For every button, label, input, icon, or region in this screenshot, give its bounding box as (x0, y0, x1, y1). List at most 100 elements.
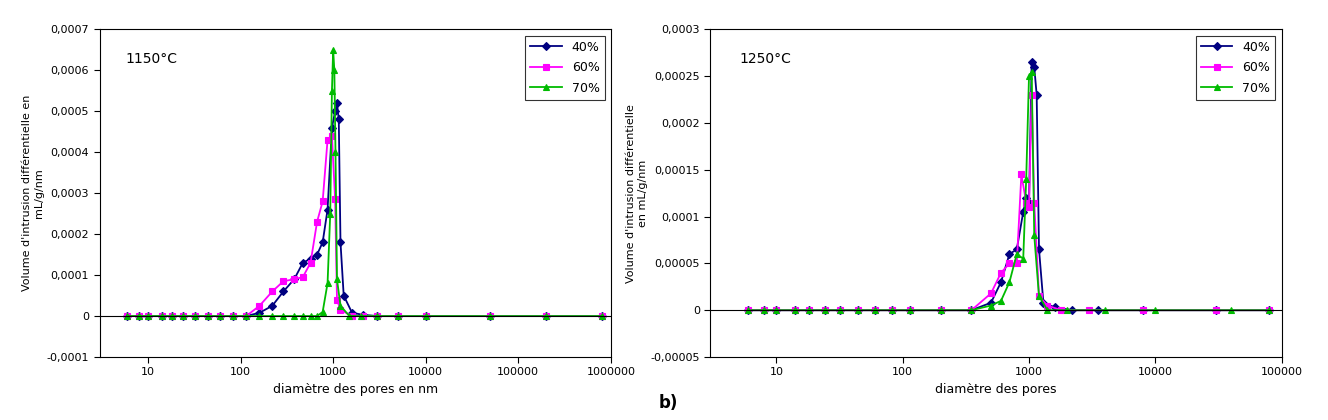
40% (369, 313, 385, 318)
60% (251, 303, 267, 308)
Line: 60%: 60% (125, 133, 604, 319)
40% (163, 313, 179, 318)
60% (355, 313, 371, 318)
60% (1262, 308, 1278, 313)
60% (1027, 200, 1042, 205)
40% (287, 277, 303, 282)
40% (1001, 252, 1017, 257)
60% (1031, 294, 1046, 299)
60% (287, 277, 303, 282)
40% (303, 256, 319, 261)
40% (1036, 300, 1052, 305)
70% (238, 313, 254, 318)
40% (833, 308, 849, 313)
Legend: 40%, 60%, 70%: 40%, 60%, 70% (526, 36, 604, 100)
40% (1262, 308, 1278, 313)
70% (264, 313, 280, 318)
70% (341, 313, 357, 318)
70% (594, 313, 610, 318)
70% (320, 281, 336, 286)
70% (212, 313, 228, 318)
70% (741, 308, 757, 313)
40% (769, 308, 785, 313)
40% (309, 252, 325, 257)
70% (817, 308, 833, 313)
70% (538, 313, 554, 318)
60% (1001, 261, 1017, 266)
70% (1262, 308, 1278, 313)
Text: b): b) (659, 394, 677, 412)
Line: 60%: 60% (746, 92, 1272, 313)
40% (154, 313, 170, 318)
40% (1016, 210, 1032, 215)
40% (336, 293, 352, 298)
60% (324, 133, 340, 138)
60% (769, 308, 785, 313)
40% (1046, 305, 1062, 310)
Legend: 40%, 60%, 70%: 40%, 60%, 70% (1197, 36, 1275, 100)
70% (983, 303, 999, 308)
40% (1064, 308, 1080, 313)
Y-axis label: Volume d'intrusion différentielle
en mL/g/nm: Volume d'intrusion différentielle en mL/… (627, 104, 648, 283)
70% (328, 150, 344, 155)
40% (355, 312, 371, 318)
70% (833, 308, 849, 313)
60% (1024, 92, 1040, 97)
60% (238, 313, 254, 318)
60% (932, 308, 948, 313)
60% (884, 308, 900, 313)
40% (120, 313, 135, 318)
40% (788, 308, 803, 313)
40% (275, 289, 291, 294)
70% (154, 313, 170, 318)
60% (1040, 303, 1056, 308)
40% (315, 240, 331, 245)
60% (344, 313, 360, 318)
40% (418, 313, 434, 318)
40% (594, 313, 610, 318)
70% (1021, 74, 1037, 79)
60% (139, 313, 155, 318)
40% (1090, 308, 1106, 313)
70% (1027, 233, 1042, 238)
70% (131, 313, 147, 318)
40% (932, 308, 948, 313)
60% (329, 297, 345, 302)
60% (369, 313, 385, 318)
70% (139, 313, 155, 318)
70% (275, 313, 291, 318)
Line: 70%: 70% (745, 68, 1272, 314)
40% (390, 313, 406, 318)
60% (163, 313, 179, 318)
60% (983, 291, 999, 296)
60% (154, 313, 170, 318)
40% (482, 313, 498, 318)
60% (594, 313, 610, 318)
40% (175, 313, 191, 318)
70% (369, 313, 385, 318)
40% (538, 313, 554, 318)
X-axis label: diamètre des pores: diamètre des pores (935, 383, 1057, 396)
70% (324, 88, 340, 93)
60% (993, 270, 1009, 275)
60% (224, 313, 240, 318)
60% (187, 313, 203, 318)
70% (251, 313, 267, 318)
70% (884, 308, 900, 313)
60% (1135, 308, 1151, 313)
60% (1081, 308, 1097, 313)
70% (418, 313, 434, 318)
40% (1029, 92, 1045, 97)
70% (788, 308, 803, 313)
60% (1019, 200, 1035, 205)
70% (175, 313, 191, 318)
40% (324, 125, 340, 130)
40% (1135, 308, 1151, 313)
40% (131, 313, 147, 318)
70% (801, 308, 817, 313)
40% (1019, 195, 1035, 200)
40% (1009, 247, 1025, 252)
Line: 40%: 40% (746, 59, 1272, 313)
60% (756, 308, 772, 313)
60% (1207, 308, 1223, 313)
